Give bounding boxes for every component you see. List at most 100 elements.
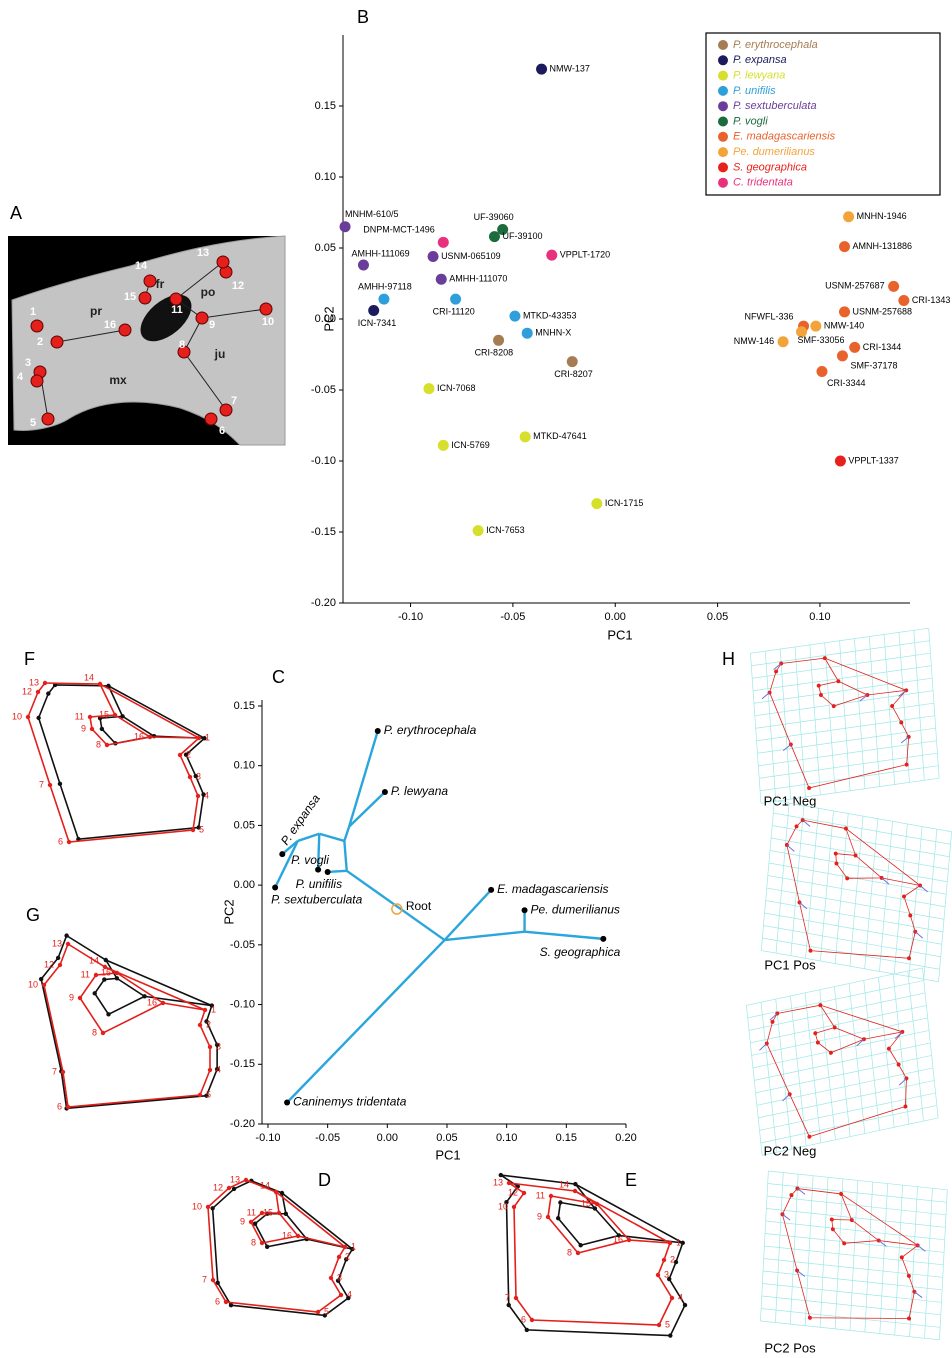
figure: A B C D E F G H PC1 PC2 PC1 PC2 -0.10-0.… (0, 0, 952, 1358)
x-tick-label: 0.15 (556, 1132, 577, 1144)
point (436, 274, 447, 285)
landmark-number: 9 (537, 1211, 542, 1221)
shape-landmark (93, 991, 97, 995)
y-tick-label: 0.00 (315, 313, 336, 325)
landmark-number: 13 (493, 1177, 503, 1187)
landmark-number: 10 (12, 711, 22, 721)
point-label: CRI-1344 (863, 342, 902, 352)
shape-landmark (102, 977, 106, 981)
shape-landmark (197, 736, 201, 740)
landmark-dot (196, 312, 208, 324)
point (567, 356, 578, 367)
tip-label: E. madagascariensis (497, 882, 608, 896)
point (546, 250, 557, 261)
landmark-number: 16 (613, 1234, 623, 1244)
y-tick-label: -0.15 (230, 1058, 255, 1070)
shape-landmark (296, 1234, 300, 1238)
point (888, 281, 899, 292)
point (778, 336, 789, 347)
point-label: AMHH-111070 (449, 274, 507, 284)
y-axis-label: PC2 (221, 899, 236, 924)
landmark-number: 3 (337, 1272, 342, 1282)
point-label: UF-39100 (502, 231, 542, 241)
landmark-number: 1 (351, 1241, 356, 1251)
y-tick-label: -0.05 (230, 939, 255, 951)
shape-landmark (88, 715, 92, 719)
shape-landmark (244, 1178, 248, 1182)
y-tick-label: 0.05 (234, 819, 255, 831)
landmark-number: 7 (202, 1274, 207, 1284)
x-tick-label: -0.05 (315, 1132, 340, 1144)
tip-label: P. erythrocephala (384, 723, 477, 737)
shape-landmark (514, 1296, 518, 1300)
landmark-number: 10 (28, 979, 38, 989)
landmark-number: 4 (17, 371, 24, 383)
y-tick-label: -0.05 (311, 384, 336, 396)
point-label: NMW-146 (734, 336, 774, 346)
shape-landmark (39, 977, 43, 981)
x-tick-label: 0.10 (496, 1132, 517, 1144)
legend-entry: P. erythrocephala (733, 39, 818, 51)
point-label: UF-39060 (474, 212, 514, 222)
region-label: pr (90, 304, 102, 318)
landmark-number: 7 (505, 1292, 510, 1302)
region-label: mx (109, 373, 127, 387)
point (473, 525, 484, 536)
y-tick-label: 0.05 (315, 242, 336, 254)
landmark-number: 8 (96, 739, 101, 749)
legend-marker (718, 55, 728, 65)
legend-marker (718, 132, 728, 142)
point-label: MNHN-X (535, 328, 571, 338)
point (591, 498, 602, 509)
point (493, 335, 504, 346)
shape-landmark (249, 1220, 253, 1224)
legend-entry: S. geographica (733, 161, 807, 173)
tip-label: P. vogli (291, 853, 329, 867)
panel-label: D (318, 1170, 331, 1190)
landmark-number: 16 (282, 1230, 292, 1240)
point (837, 350, 848, 361)
landmark-number: 1 (676, 1237, 681, 1247)
landmark-number: 3 (664, 1269, 669, 1279)
landmark-number: 5 (665, 1319, 670, 1329)
legend-entry: C. tridentata (733, 177, 793, 189)
landmark-number: 2 (670, 1254, 675, 1264)
shape-landmark (627, 1238, 631, 1242)
shape-landmark (546, 1215, 550, 1219)
landmark-number: 5 (206, 1089, 211, 1099)
point (816, 366, 827, 377)
shape-landmark (576, 1251, 580, 1255)
shape-landmark (148, 735, 152, 739)
region-label: ju (214, 347, 226, 361)
shape-landmark (512, 1205, 516, 1209)
shape-landmark (104, 958, 108, 962)
landmark-number: 1 (30, 306, 36, 318)
shape-landmark (203, 1008, 207, 1012)
point-label: MTKD-43353 (523, 311, 577, 321)
legend-entry: P. vogli (733, 115, 768, 127)
landmark-number: 9 (209, 319, 215, 331)
shape-landmark (66, 942, 70, 946)
landmark-number: 3 (216, 1041, 221, 1051)
landmark-number: 16 (104, 319, 116, 331)
shape-landmark (67, 840, 71, 844)
landmark-number: 12 (213, 1182, 223, 1192)
point (489, 231, 500, 242)
shape-landmark (46, 691, 50, 695)
shape-landmark (98, 682, 102, 686)
point (536, 64, 547, 75)
landmark-number: 15 (101, 967, 111, 977)
shape-landmark (683, 1303, 687, 1307)
shape-landmark (56, 956, 60, 960)
landmark-number: 5 (324, 1306, 329, 1316)
y-tick-label: 0.00 (234, 879, 255, 891)
point-label: AMHH-111069 (351, 248, 409, 258)
point (450, 294, 461, 305)
shape-landmark (274, 1190, 278, 1194)
shape-landmark (211, 1278, 215, 1282)
region-label: po (201, 285, 216, 299)
landmark-number: 11 (247, 1207, 256, 1217)
x-tick-label: 0.00 (377, 1132, 398, 1144)
point-label: USNM-257688 (852, 306, 912, 316)
landmark-dot (31, 320, 43, 332)
